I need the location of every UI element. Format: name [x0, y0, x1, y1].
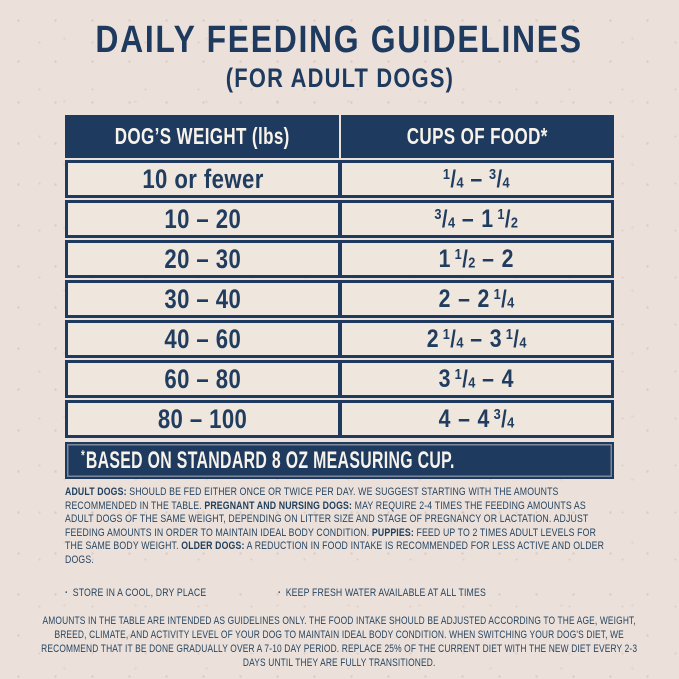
transition-disclaimer: AMOUNTS IN THE TABLE ARE INTENDED AS GUI… [40, 615, 638, 669]
table-row: 20 – 30 1 1/2–2 [65, 240, 614, 278]
fraction: 3/4 [488, 165, 510, 193]
weight-cell: 40 – 60 [68, 323, 340, 355]
column-header-weight: DOG’S WEIGHT (lbs) [65, 115, 340, 158]
page-title-text: DAILY FEEDING GUIDELINES [95, 19, 584, 61]
cups-cell: 3 1/4–4 [339, 363, 612, 395]
fraction: 3/4 [493, 405, 515, 433]
weight-cell: 10 – 20 [68, 203, 340, 235]
bullet-dot-icon: · [65, 586, 69, 599]
table-body: 10 or fewer 1/4–3/4 10 – 20 3/4–1 1/2 20 – 30… [65, 160, 614, 438]
bullet-dot-icon: · [277, 586, 282, 599]
cups-cell: 2 1/4–3 1/4 [339, 323, 612, 355]
bullet-store-cool-dry: · STORE IN A COOL, DRY PLACE [65, 586, 207, 599]
page-subtitle: (FOR ADULT DOGS) [0, 62, 679, 94]
table-row: 30 – 40 2–2 1/4 [65, 280, 614, 318]
page-subtitle-text: (FOR ADULT DOGS) [225, 63, 454, 93]
weight-cell: 80 – 100 [68, 403, 340, 435]
feeding-table: DOG’S WEIGHT (lbs) CUPS OF FOOD* 10 or f… [65, 115, 614, 479]
table-row: 10 or fewer 1/4–3/4 [65, 160, 614, 198]
measuring-cup-footnote: *BASED ON STANDARD 8 OZ MEASURING CUP. [65, 442, 614, 479]
feeding-notes: ADULT DOGS: SHOULD BE FED EITHER ONCE OR… [65, 486, 615, 600]
fraction: 1/4 [442, 165, 464, 193]
cups-cell: 3/4–1 1/2 [339, 203, 612, 235]
weight-cell: 60 – 80 [68, 363, 340, 395]
feeding-notes-paragraph: ADULT DOGS: SHOULD BE FED EITHER ONCE OR… [65, 486, 605, 566]
fraction: 1/2 [454, 245, 476, 273]
weight-cell: 20 – 30 [68, 243, 340, 275]
fraction: 1/4 [493, 285, 515, 313]
cups-cell: 1/4–3/4 [339, 163, 612, 195]
fraction: 1/4 [505, 325, 527, 353]
table-row: 40 – 60 2 1/4–3 1/4 [65, 320, 614, 358]
table-row: 80 – 100 4–4 3/4 [65, 400, 614, 438]
table-row: 60 – 80 3 1/4–4 [65, 360, 614, 398]
column-header-cups: CUPS OF FOOD* [339, 115, 615, 158]
fraction: 1/2 [497, 205, 519, 233]
footnote-text: *BASED ON STANDARD 8 OZ MEASURING CUP. [81, 446, 455, 474]
bullet-fresh-water: · KEEP FRESH WATER AVAILABLE AT ALL TIME… [277, 586, 486, 599]
fraction: 1/4 [442, 325, 464, 353]
cups-cell: 2–2 1/4 [339, 283, 612, 315]
table-header-row: DOG’S WEIGHT (lbs) CUPS OF FOOD* [65, 115, 614, 158]
care-bullets: · STORE IN A COOL, DRY PLACE · KEEP FRES… [65, 587, 615, 601]
page-title: DAILY FEEDING GUIDELINES [0, 20, 679, 60]
cups-cell: 4–4 3/4 [339, 403, 612, 435]
asterisk: * [81, 448, 86, 465]
fraction: 1/4 [454, 365, 476, 393]
cups-cell: 1 1/2–2 [339, 243, 612, 275]
table-row: 10 – 20 3/4–1 1/2 [65, 200, 614, 238]
weight-cell: 10 or fewer [68, 163, 340, 195]
fraction: 3/4 [434, 205, 456, 233]
weight-cell: 30 – 40 [68, 283, 340, 315]
